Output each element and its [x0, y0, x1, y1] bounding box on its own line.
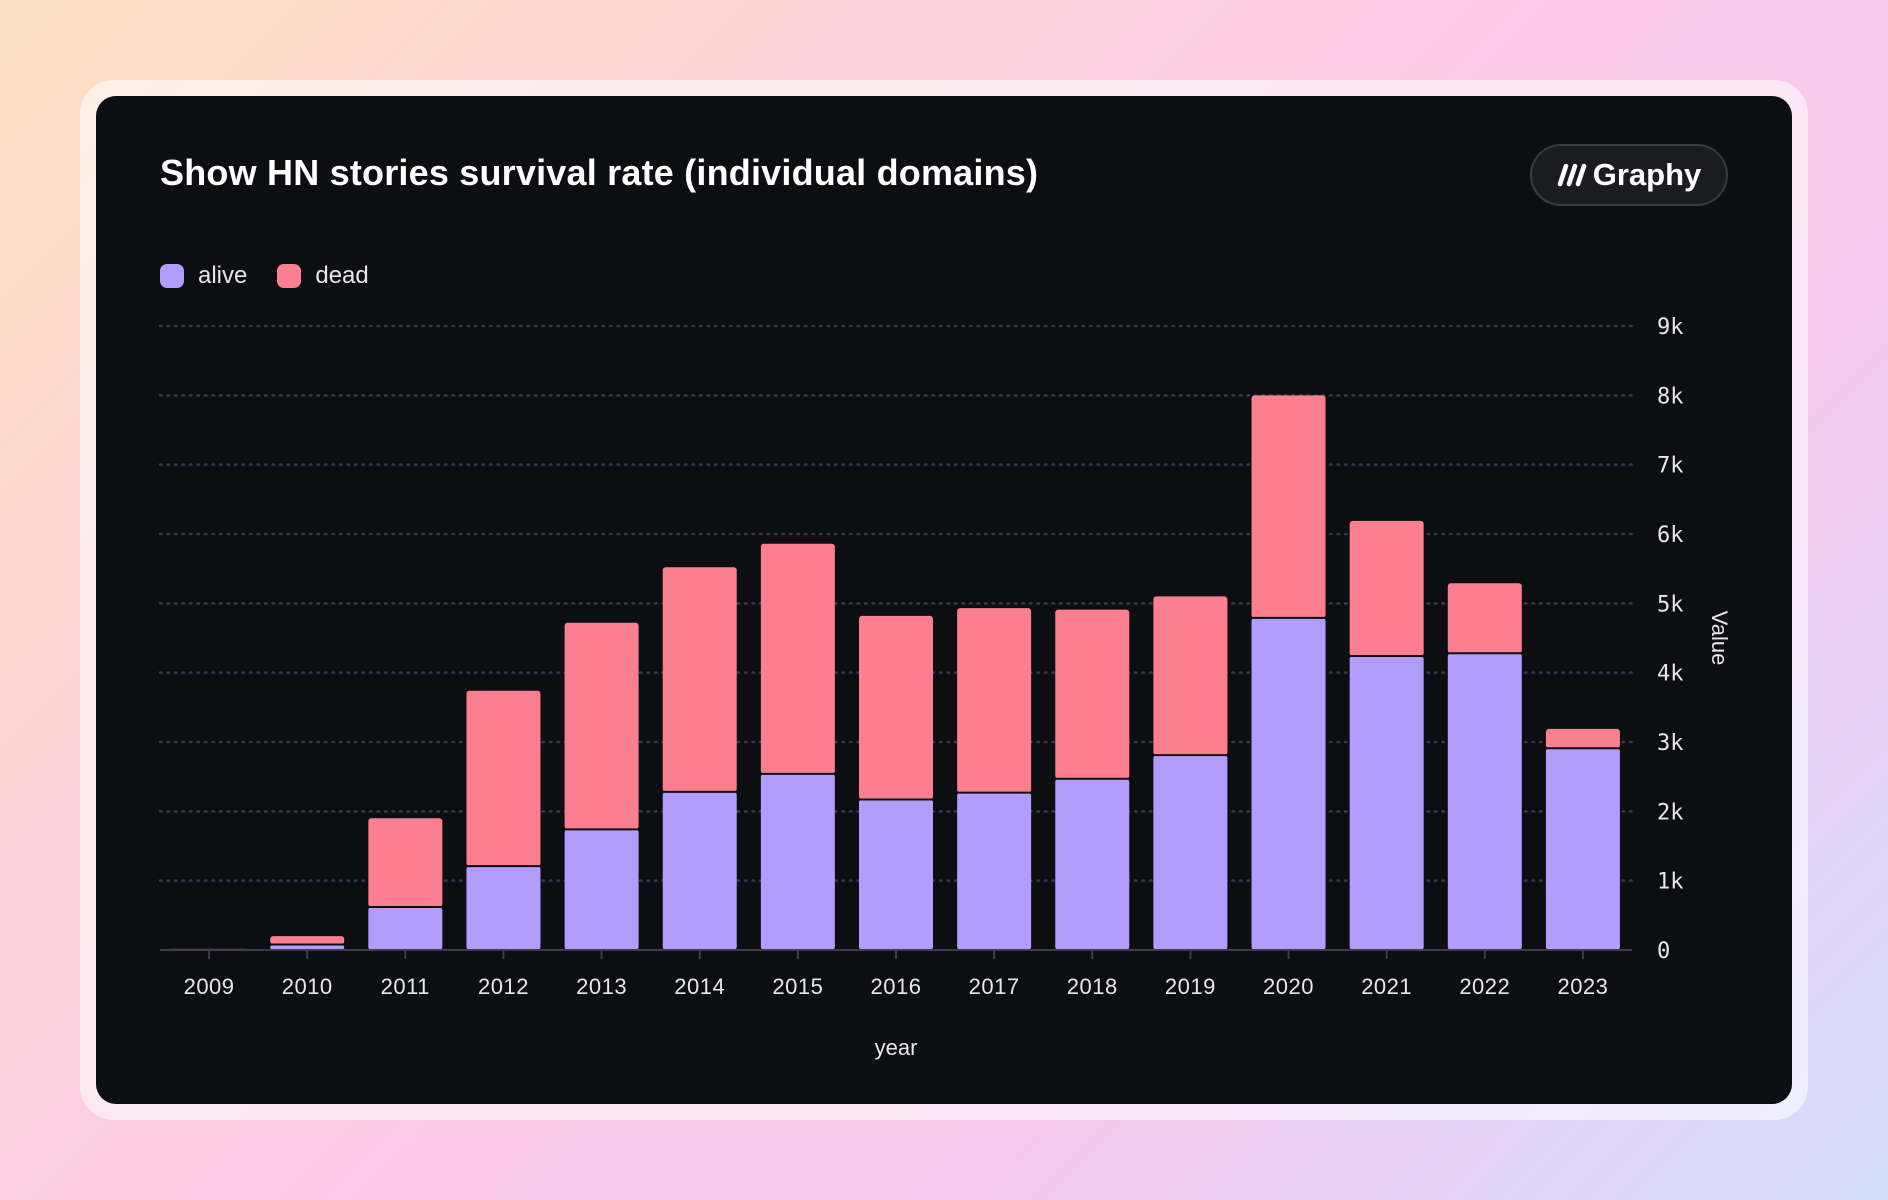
bar-dead-2017[interactable] — [957, 608, 1032, 793]
y-tick-label: 5k — [1657, 592, 1684, 617]
x-tick-label: 2019 — [1165, 974, 1216, 999]
axes: 0 1k 2k 3k 4k 5k 6k 7k 8k 9k 2009 2010 2011 2012 2013 2… — [160, 315, 1684, 999]
bar-alive-2022[interactable] — [1447, 653, 1522, 950]
x-tick-label: 2022 — [1459, 974, 1510, 999]
bar-alive-2017[interactable] — [957, 792, 1032, 950]
legend-label-alive: alive — [198, 262, 248, 289]
bar-alive-2015[interactable] — [760, 773, 835, 950]
bar-dead-2010[interactable] — [270, 936, 345, 945]
y-tick-label: 9k — [1657, 315, 1684, 340]
bar-alive-2011[interactable] — [368, 907, 443, 950]
x-tick-label: 2015 — [772, 974, 823, 999]
graphy-brand-name: Graphy — [1592, 157, 1702, 192]
bar-dead-2013[interactable] — [564, 622, 639, 830]
bar-dead-2014[interactable] — [662, 567, 737, 792]
bar-dead-2016[interactable] — [859, 615, 933, 800]
bar-dead-2020[interactable] — [1251, 395, 1326, 618]
x-tick-label: 2016 — [871, 974, 922, 999]
bar-alive-2012[interactable] — [466, 866, 541, 950]
bar-dead-2023[interactable] — [1545, 728, 1620, 749]
x-tick-label: 2020 — [1263, 974, 1314, 999]
x-tick-label: 2011 — [381, 974, 430, 999]
x-tick-label: 2018 — [1067, 974, 1118, 999]
y-axis-label: Value — [1707, 611, 1732, 666]
bar-alive-2019[interactable] — [1153, 755, 1228, 950]
bar-alive-2018[interactable] — [1055, 778, 1130, 950]
x-tick-label: 2012 — [478, 974, 529, 999]
y-tick-label: 8k — [1657, 384, 1684, 409]
legend-item-alive[interactable]: alive — [160, 262, 247, 290]
legend-swatch-dead — [277, 264, 302, 288]
bar-dead-2011[interactable] — [368, 818, 443, 908]
bar-alive-2016[interactable] — [859, 799, 933, 950]
legend-label-dead: dead — [315, 262, 369, 289]
stacked-bar-chart: 0 1k 2k 3k 4k 5k 6k 7k 8k 9k 2009 2010 2011 2012 2013 2… — [158, 315, 1732, 1060]
y-tick-label: 2k — [1657, 800, 1684, 825]
bar-alive-2021[interactable] — [1349, 656, 1424, 950]
bar-dead-2015[interactable] — [760, 543, 835, 774]
bar-dead-2018[interactable] — [1055, 609, 1130, 779]
x-tick-label: 2013 — [576, 974, 627, 999]
x-tick-label: 2023 — [1557, 974, 1608, 999]
legend-item-dead[interactable]: dead — [277, 262, 369, 290]
y-tick-label: 1k — [1657, 870, 1684, 895]
bar-alive-2010[interactable] — [270, 944, 345, 950]
graphy-badge[interactable]: Graphy — [1530, 144, 1728, 206]
bars — [172, 395, 1620, 951]
x-tick-label: 2009 — [184, 974, 235, 999]
chart-card: Show HN stories survival rate (individua… — [96, 96, 1792, 1104]
bar-dead-2012[interactable] — [466, 690, 541, 867]
y-tick-label: 4k — [1657, 662, 1684, 687]
chart-legend: alive dead — [160, 262, 369, 290]
x-tick-label: 2017 — [969, 974, 1020, 999]
bar-alive-2023[interactable] — [1545, 748, 1620, 950]
x-tick-label: 2014 — [674, 974, 725, 999]
bar-dead-2019[interactable] — [1153, 596, 1228, 756]
bar-alive-2013[interactable] — [564, 829, 639, 950]
x-axis-label: year — [875, 1035, 918, 1060]
bar-dead-2022[interactable] — [1447, 583, 1522, 654]
y-tick-label: 0 — [1657, 939, 1670, 964]
bar-alive-2020[interactable] — [1251, 617, 1326, 950]
graphy-logo-icon — [1557, 161, 1587, 189]
bar-dead-2021[interactable] — [1349, 520, 1424, 657]
chart-title: Show HN stories survival rate (individua… — [160, 152, 1039, 193]
bar-alive-2014[interactable] — [662, 791, 737, 950]
y-tick-label: 7k — [1657, 454, 1684, 479]
y-tick-label: 3k — [1657, 731, 1684, 756]
x-tick-label: 2010 — [282, 974, 333, 999]
legend-swatch-alive — [160, 264, 184, 288]
x-tick-label: 2021 — [1361, 974, 1412, 999]
y-tick-label: 6k — [1657, 523, 1684, 548]
